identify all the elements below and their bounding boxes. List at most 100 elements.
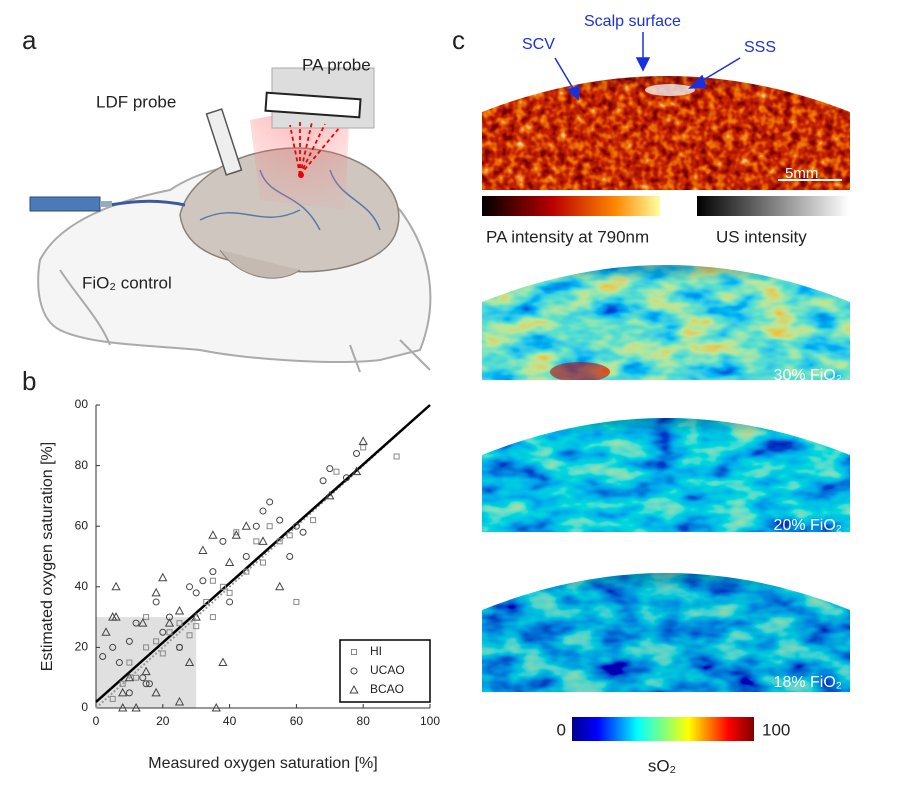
point <box>275 581 285 591</box>
point <box>186 583 194 591</box>
x-tick-label: 20 <box>156 714 170 728</box>
point <box>109 695 116 702</box>
point <box>145 680 153 688</box>
condition-label: 20% FiO₂ <box>774 517 842 534</box>
point <box>319 477 327 485</box>
legend-label: HI <box>370 644 382 658</box>
panel-label: b <box>22 366 36 396</box>
point <box>151 687 161 697</box>
y-tick-label: 0 <box>81 700 88 714</box>
point <box>231 530 241 539</box>
point <box>276 516 284 524</box>
colorbar-label: US intensity <box>716 227 807 246</box>
point <box>164 618 175 627</box>
annotation-arrows <box>554 32 741 101</box>
point <box>252 522 260 530</box>
point <box>143 614 150 621</box>
point <box>209 614 216 621</box>
point <box>166 629 173 636</box>
ultrasound-lines <box>289 121 341 178</box>
legend-label: UCAO <box>370 663 405 677</box>
point <box>111 581 121 591</box>
point <box>174 605 185 615</box>
point <box>219 583 226 590</box>
x-tick-label: 40 <box>223 714 237 728</box>
point <box>191 612 201 621</box>
point <box>119 680 126 687</box>
ldf-probe <box>205 108 243 176</box>
x-tick-label: 60 <box>290 714 304 728</box>
point <box>293 598 300 605</box>
point <box>226 598 234 606</box>
point <box>233 529 240 536</box>
legend-marker <box>350 667 358 675</box>
x-tick-label: 100 <box>420 714 440 728</box>
pa-probe-label: PA probe <box>302 55 371 74</box>
so2-map <box>482 418 850 532</box>
point <box>258 536 268 545</box>
point <box>159 628 167 636</box>
point <box>286 532 293 539</box>
point <box>184 657 195 667</box>
point <box>326 465 334 473</box>
scale-bar-label: 5mm <box>785 165 818 182</box>
point <box>211 702 221 712</box>
point <box>286 553 294 560</box>
point <box>151 587 161 597</box>
colorbar-max: 100 <box>762 720 790 739</box>
annotation: SSS <box>744 39 776 56</box>
point <box>226 589 233 596</box>
point <box>132 619 140 627</box>
pa-probe <box>264 67 375 129</box>
point <box>109 643 117 651</box>
point <box>208 530 218 539</box>
so2-colorbar <box>572 717 754 741</box>
legend-label: BCAO <box>370 682 404 696</box>
us-colorbar <box>697 196 849 216</box>
point <box>142 680 150 688</box>
point <box>101 627 111 636</box>
point <box>243 568 250 575</box>
point <box>203 598 210 605</box>
point <box>310 517 317 524</box>
point <box>118 702 128 712</box>
point <box>351 466 362 476</box>
colorbar-label: sO₂ <box>648 756 676 775</box>
point <box>174 696 185 706</box>
point <box>186 632 193 639</box>
point <box>325 490 335 500</box>
condition-label: 18% FiO₂ <box>774 674 842 691</box>
point <box>141 666 151 676</box>
point <box>209 577 216 584</box>
point <box>176 620 183 627</box>
legend-marker <box>351 649 357 655</box>
ldf-probe-label: LDF probe <box>96 92 176 111</box>
point <box>198 545 208 554</box>
point <box>159 650 166 657</box>
point <box>224 557 235 567</box>
point <box>199 577 207 585</box>
y-axis-label: Estimated oxygen saturation [%] <box>39 442 56 671</box>
point <box>333 468 340 475</box>
annotation: Scalp surface <box>584 13 681 30</box>
point <box>111 612 121 621</box>
point <box>299 528 307 536</box>
legend-marker <box>349 684 359 694</box>
point <box>115 659 123 667</box>
point <box>266 498 274 506</box>
point <box>99 652 107 660</box>
point <box>176 643 183 651</box>
so2-map <box>482 573 850 692</box>
x-tick-label: 0 <box>93 714 100 728</box>
point <box>241 521 251 530</box>
point <box>125 637 133 645</box>
colorbar-min: 0 <box>557 720 566 739</box>
legend-box <box>339 639 431 703</box>
panel-label: c <box>452 25 465 55</box>
point <box>152 598 160 606</box>
point <box>242 553 250 560</box>
x-axis-label: Measured oxygen saturation [%] <box>148 755 377 772</box>
point <box>192 589 200 597</box>
y-tick-label: 40 <box>75 579 89 593</box>
